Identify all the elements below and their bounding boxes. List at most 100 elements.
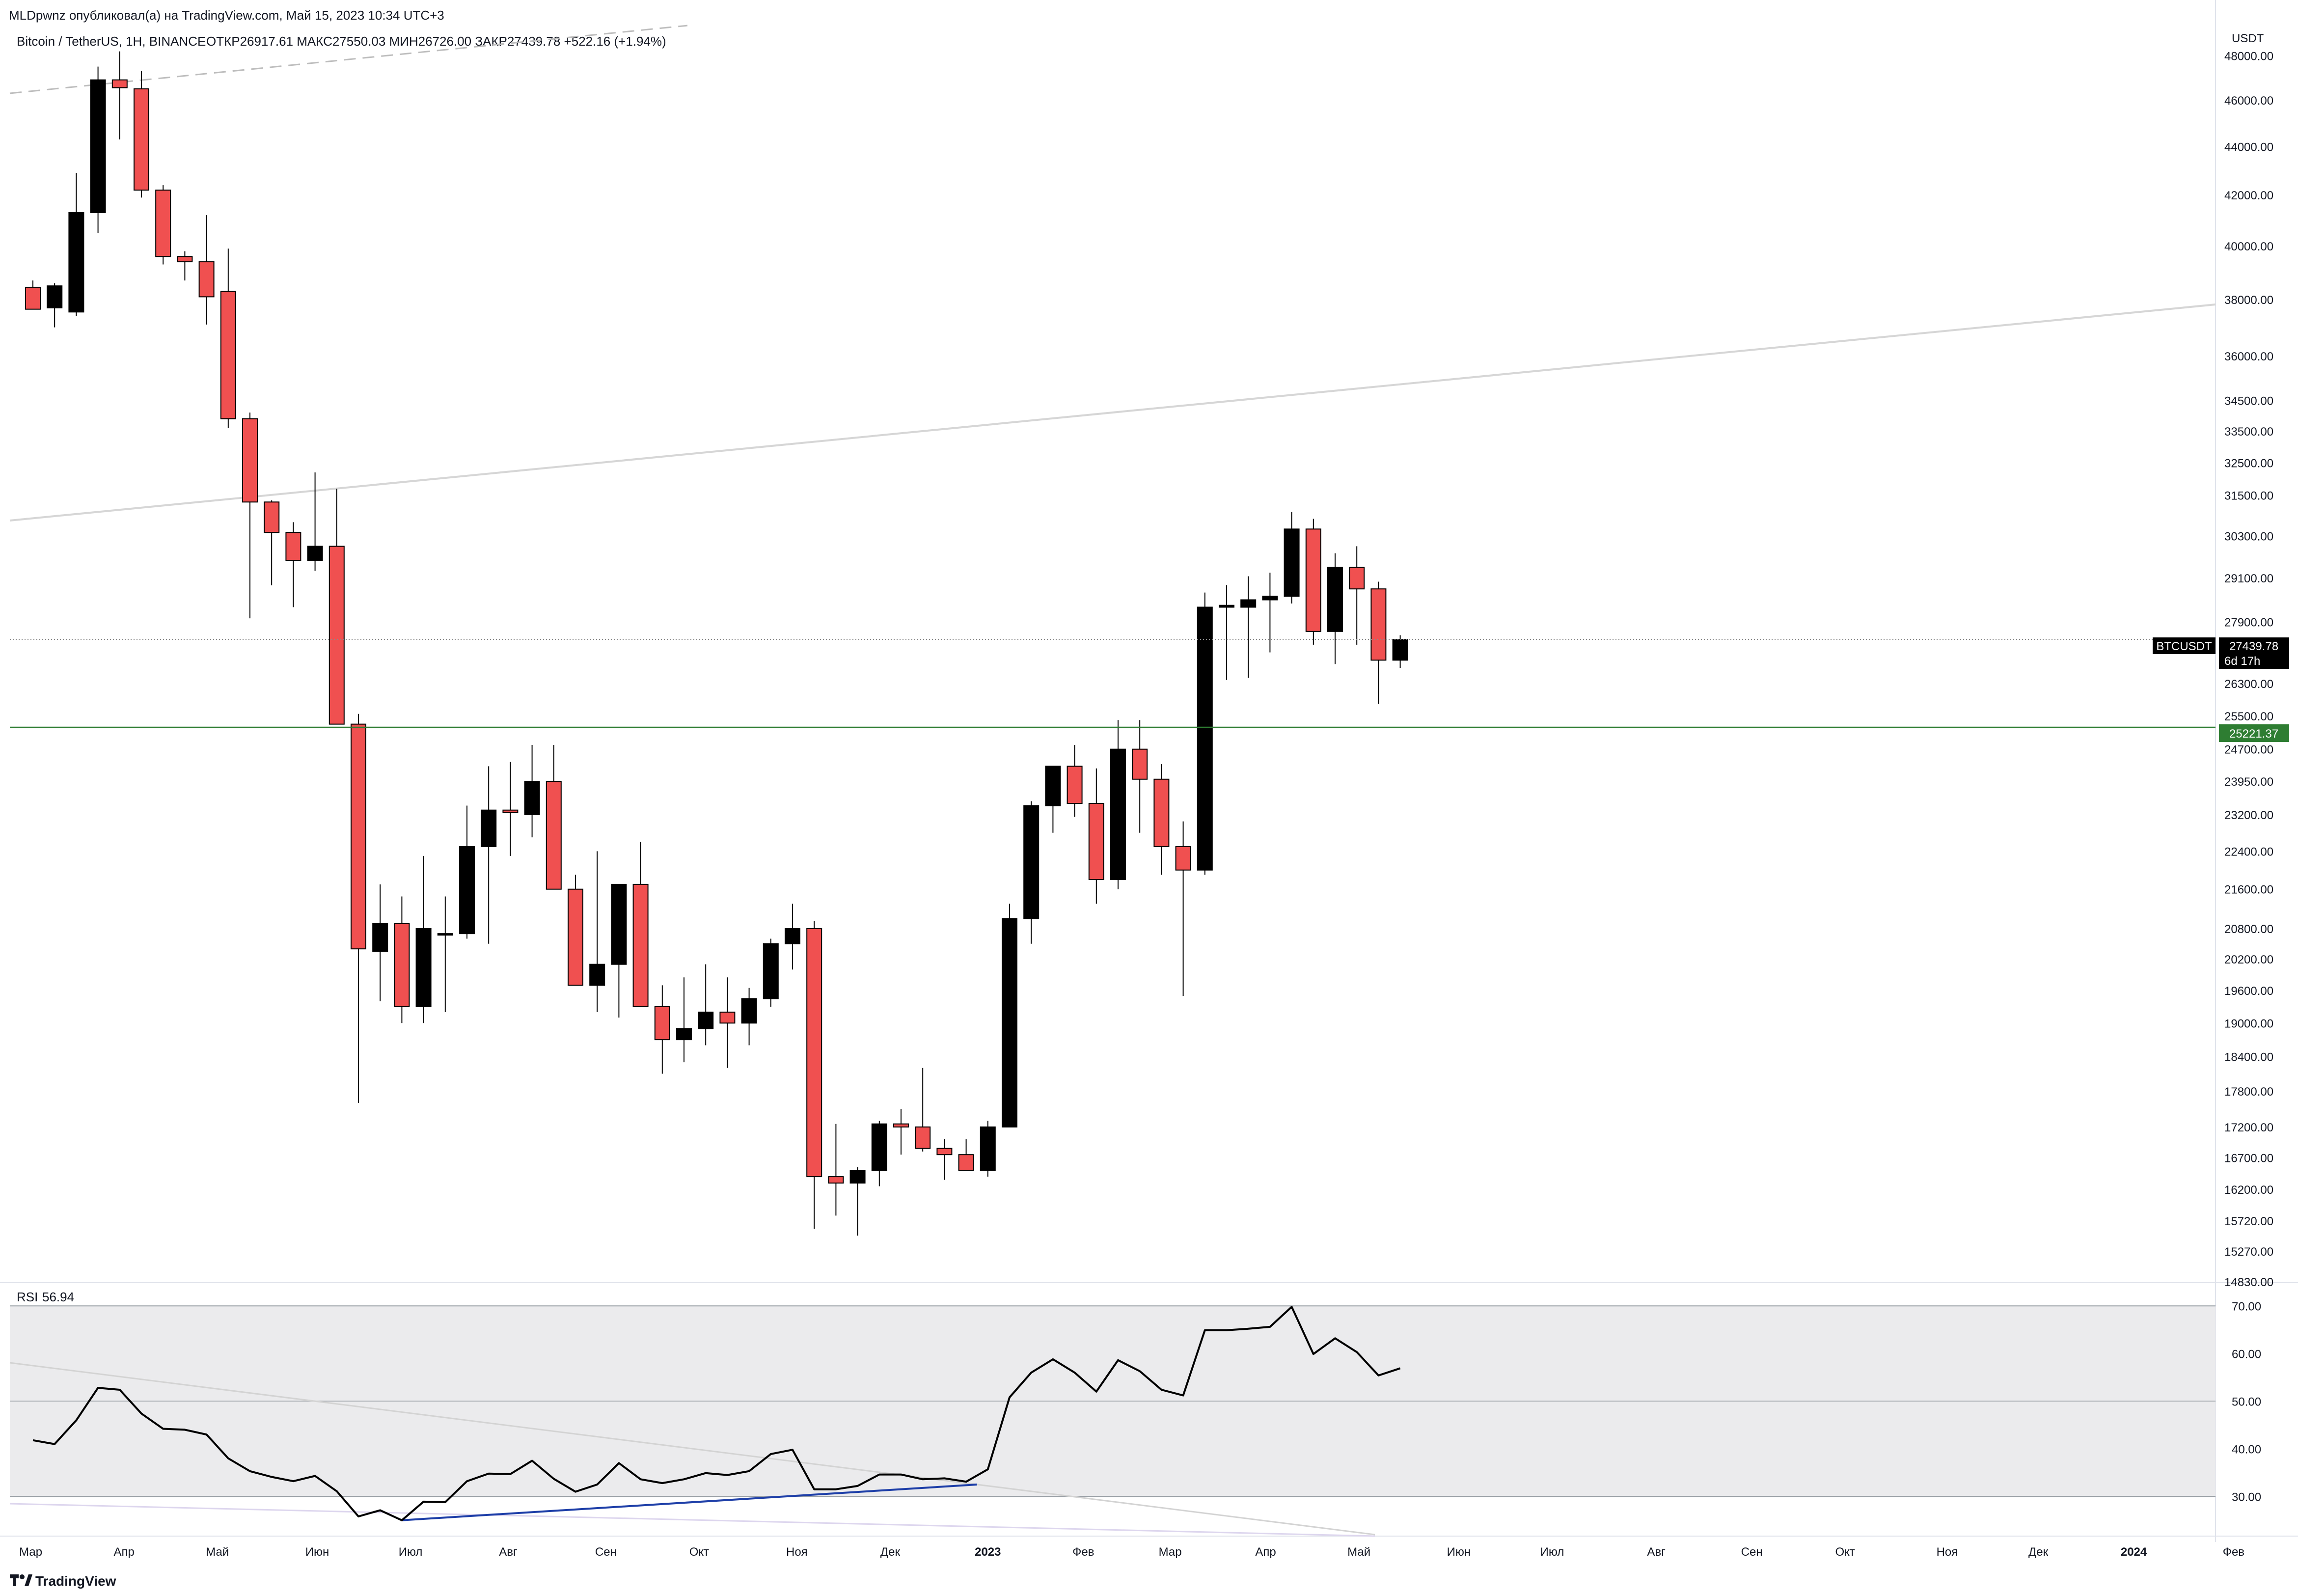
candle-body (68, 212, 84, 313)
candle-body (1349, 567, 1365, 590)
candle (1284, 512, 1300, 604)
candle (676, 977, 692, 1063)
time-tick-label: Авг (1647, 1545, 1666, 1559)
time-tick-label: Апр (1255, 1545, 1276, 1559)
price-tick-label: 23950.00 (2224, 775, 2273, 789)
candle (719, 977, 736, 1068)
price-axis[interactable]: 48000.00 46000.00 44000.00 42000.00 40000.00… (2224, 50, 2273, 1289)
time-tick-label: Мар (19, 1545, 42, 1559)
candle (1023, 801, 1040, 944)
rsi-pane[interactable]: RSI 56.94 (9, 1290, 2216, 1537)
rsi-axis[interactable]: 70.00 60.00 50.00 40.00 30.00 (2232, 1300, 2261, 1504)
candle-body (134, 88, 149, 191)
candle-body (242, 418, 258, 503)
candle-body (632, 883, 649, 1008)
time-tick-label: Сен (1741, 1545, 1763, 1559)
price-pane[interactable] (9, 25, 2216, 1236)
price-tick-label: 46000.00 (2224, 94, 2273, 108)
price-tick-label: 33500.00 (2224, 425, 2273, 439)
candle (1045, 766, 1061, 833)
candle (936, 1139, 953, 1180)
candle (459, 805, 475, 939)
price-tick-label: 16700.00 (2224, 1152, 2273, 1165)
candle-body (1175, 846, 1191, 871)
candle-body (264, 501, 280, 533)
price-tick-label: 17200.00 (2224, 1121, 2273, 1134)
candle-body (1067, 766, 1083, 804)
price-tick-label: 44000.00 (2224, 140, 2273, 154)
candle-body (1305, 528, 1321, 632)
rsi-value: 56.94 (42, 1290, 74, 1304)
rsi-downtrend-line (9, 1362, 1375, 1536)
candle-body (828, 1176, 844, 1184)
candle (980, 1121, 996, 1177)
candle (1349, 546, 1365, 645)
price-tick-label: 22400.00 (2224, 845, 2273, 858)
candle-body (1045, 766, 1061, 806)
candle (1067, 745, 1083, 817)
candle-body (1370, 588, 1387, 661)
candle (1197, 592, 1213, 875)
price-tick-label: 14830.00 (2224, 1276, 2273, 1289)
rsi-lower-line (9, 1503, 1375, 1537)
candle (307, 472, 323, 571)
candle (264, 500, 280, 585)
price-tag-price: 27439.78 (2229, 640, 2278, 653)
candle-body (893, 1123, 909, 1128)
candle-body (698, 1012, 714, 1029)
candle (155, 185, 171, 265)
candle (1370, 581, 1387, 704)
candle-body (155, 190, 171, 257)
candle (589, 851, 605, 1013)
time-tick-label: Окт (1835, 1545, 1855, 1559)
rsi-label: RSI (17, 1290, 38, 1304)
time-tick-label: Апр (113, 1545, 134, 1559)
candle (111, 51, 128, 139)
price-tag-countdown: 6d 17h (2224, 655, 2260, 668)
candle-body (719, 1012, 736, 1024)
time-tick-label: Май (1347, 1545, 1370, 1559)
price-tick-label: 15720.00 (2224, 1215, 2273, 1228)
candle (1088, 768, 1104, 904)
price-tick-label: 27900.00 (2224, 616, 2273, 630)
price-tick-label: 16200.00 (2224, 1183, 2273, 1197)
candle (1175, 821, 1191, 996)
price-tick-label: 18400.00 (2224, 1051, 2273, 1064)
candle (1262, 573, 1278, 653)
rsi-tick-label: 50.00 (2232, 1395, 2261, 1408)
candle (68, 173, 84, 316)
time-tick-label: Фев (1072, 1545, 1094, 1559)
candle-body (351, 723, 366, 950)
candle-body (220, 291, 236, 419)
symbol-tag-text: BTCUSDT (2156, 640, 2212, 653)
candle-body (676, 1028, 692, 1041)
time-tick-label: Ноя (786, 1545, 808, 1559)
rsi-tick-label: 40.00 (2232, 1443, 2261, 1456)
price-tick-label: 42000.00 (2224, 189, 2273, 202)
candle (1240, 576, 1257, 678)
candle-body (285, 532, 301, 561)
candle-body (1110, 748, 1126, 881)
candle (220, 248, 236, 428)
tradingview-logo[interactable]: TradingView (10, 1573, 116, 1589)
price-tag-box (2219, 637, 2289, 669)
candle-body (25, 286, 41, 310)
symbol-title: Bitcoin / TetherUS, 1Н, BINANCE (17, 34, 206, 49)
candle-body (741, 998, 757, 1024)
rsi-tick-label: 70.00 (2232, 1300, 2261, 1313)
level-tag-box (2219, 724, 2289, 742)
candle-body (481, 809, 497, 847)
candle-body (546, 781, 562, 890)
candle-body (806, 928, 822, 1178)
price-tick-label: 21600.00 (2224, 883, 2273, 897)
price-tick-label: 30300.00 (2224, 530, 2273, 543)
candle (177, 251, 193, 281)
candle-body (1327, 567, 1343, 632)
time-axis[interactable]: Мар Апр Май Июн Июл Авг Сен Окт Ноя Дек 2023 Фев Мар… (19, 1545, 2244, 1559)
candle (524, 745, 540, 838)
price-tick-label: 20800.00 (2224, 923, 2273, 936)
candle-body (1197, 606, 1213, 871)
candle-body (524, 781, 540, 815)
price-tick-label: 36000.00 (2224, 350, 2273, 363)
